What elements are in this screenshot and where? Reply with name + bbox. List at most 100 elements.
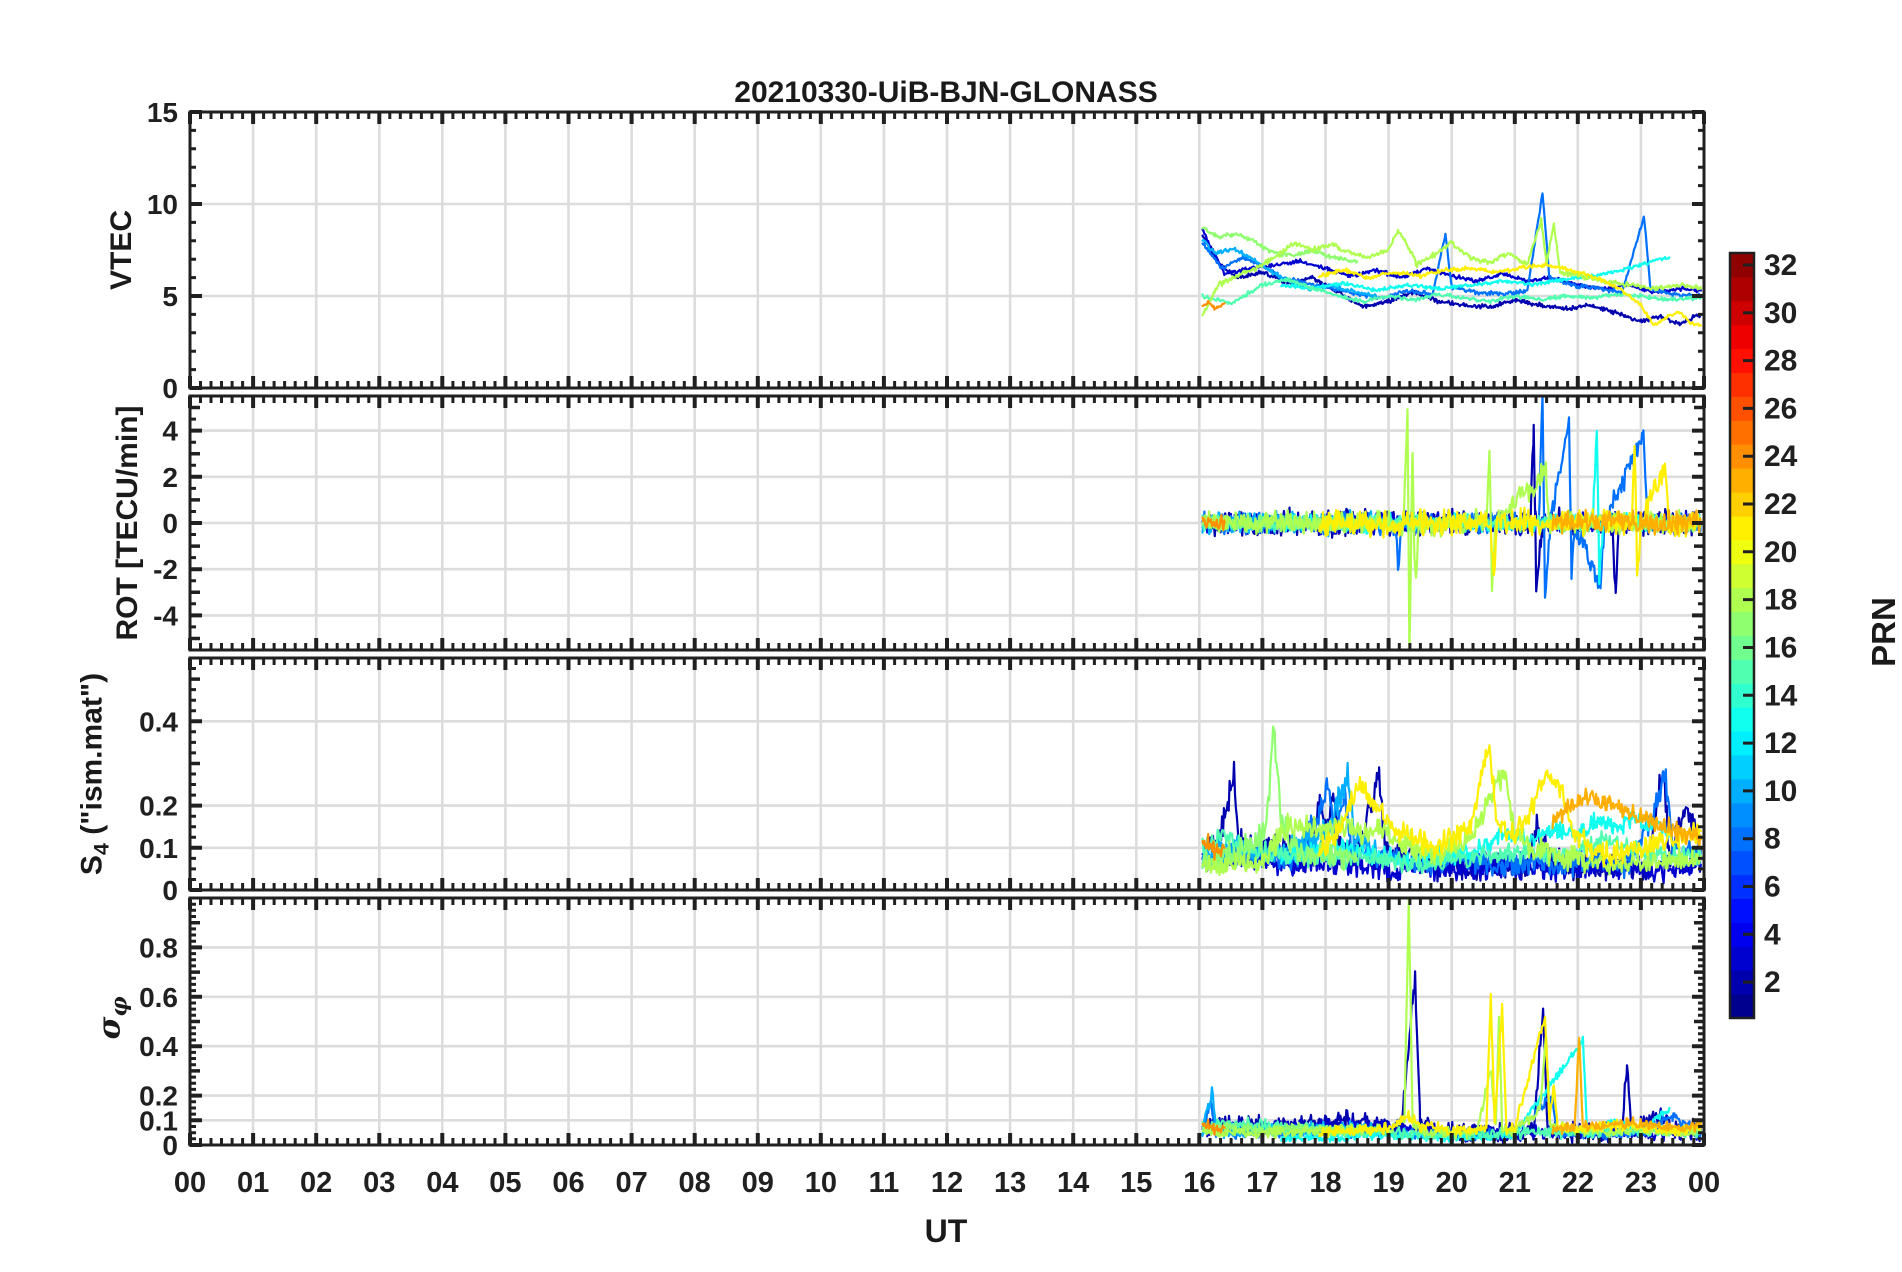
x-tick-label: 19 <box>1372 1167 1404 1199</box>
series-prn-24-panel-2 <box>1201 513 1226 532</box>
minor-ticks-panel-3 <box>190 656 1704 890</box>
y-tick-label-panel-3: 0.1 <box>139 833 178 864</box>
series-prn-3-panel-1 <box>1201 228 1702 295</box>
colorbar-segment <box>1730 898 1754 923</box>
y-tick-label-panel-1: 5 <box>162 281 178 312</box>
y-tick-label-panel-4: 0.2 <box>139 1081 178 1112</box>
colorbar-tick-label: 2 <box>1764 966 1781 999</box>
series-prn-18-panel-1 <box>1201 216 1702 317</box>
x-tick-label: 05 <box>489 1167 521 1199</box>
x-tick-label: 08 <box>679 1167 711 1199</box>
grid-panel-1 <box>190 112 1704 388</box>
colorbar-tick-label: 24 <box>1764 440 1798 473</box>
x-tick-label: 04 <box>426 1167 458 1199</box>
series-prn-24-panel-4 <box>1201 1118 1226 1136</box>
y-tick-label-panel-4: 0.6 <box>139 982 178 1013</box>
x-tick-label: 03 <box>363 1167 395 1199</box>
x-tick-label: 16 <box>1183 1167 1215 1199</box>
phi-subscript: φ <box>106 996 133 1017</box>
major-ticks-panel-2 <box>188 396 1706 650</box>
x-tick-label: 00 <box>1688 1167 1720 1199</box>
x-tick-label: 09 <box>742 1167 774 1199</box>
colorbar-segment <box>1730 659 1754 684</box>
y-axis-label-vtec: VTEC <box>105 209 138 291</box>
colorbar-tick-label: 30 <box>1764 297 1797 330</box>
series-group-panel-4 <box>1201 898 1702 1145</box>
x-tick-label: 00 <box>174 1167 206 1199</box>
s4-symbol: S <box>75 855 109 876</box>
series-prn-15-panel-1 <box>1201 277 1702 306</box>
s4-source-text: ("ism.mat") <box>75 672 109 844</box>
series-prn-21-panel-4 <box>1318 992 1702 1139</box>
y-tick-label-panel-4: 0 <box>162 1130 178 1161</box>
series-prn-13-panel-1 <box>1280 255 1671 293</box>
colorbar-segment <box>1730 994 1754 1019</box>
colorbar-segment <box>1730 563 1754 589</box>
colorbar-tick-label: 28 <box>1764 345 1797 378</box>
sigma-symbol: σ <box>91 1016 128 1040</box>
y-tick-label-panel-1: 10 <box>147 189 178 220</box>
medium-ticks-panel-3 <box>190 677 1704 766</box>
minor-ticks-panel-1 <box>190 112 1704 388</box>
colorbar-tick-label: 20 <box>1764 536 1797 569</box>
x-tick-label: 01 <box>237 1167 269 1199</box>
colorbar-tick-label: 14 <box>1764 679 1798 712</box>
colorbar-segment <box>1730 324 1754 350</box>
medium-ticks-panel-4 <box>190 920 1704 1073</box>
s4-subscript: 4 <box>88 843 114 856</box>
x-tick-label: 14 <box>1057 1167 1089 1199</box>
series-prn-13-panel-3 <box>1280 811 1671 870</box>
colorbar-segment <box>1730 276 1754 302</box>
y-tick-label-panel-4: 0.1 <box>139 1105 178 1136</box>
x-tick-label: 17 <box>1246 1167 1278 1199</box>
x-tick-label: 07 <box>615 1167 647 1199</box>
y-tick-label-panel-3: 0.2 <box>139 791 178 822</box>
series-prn-23-panel-4 <box>1551 1036 1702 1136</box>
y-tick-label-panel-1: 0 <box>162 373 178 404</box>
colorbar-segment <box>1730 372 1754 397</box>
y-tick-label-panel-4: 0.8 <box>139 932 178 963</box>
x-tick-label: 20 <box>1436 1167 1468 1199</box>
y-axis-label-sigma-phi: σφ <box>91 996 132 1039</box>
series-group-panel-1 <box>1201 192 1702 327</box>
medium-ticks-panel-2 <box>190 405 1704 641</box>
x-tick-label: 22 <box>1562 1167 1594 1199</box>
y-axis-label-s4: S4 ("ism.mat") <box>76 673 115 875</box>
colorbar-segment <box>1730 946 1754 971</box>
y-tick-label-panel-3: 0 <box>162 875 178 906</box>
minor-ticks-panel-4 <box>190 896 1704 1145</box>
series-prn-21-panel-1 <box>1318 262 1702 327</box>
colorbar-border <box>1728 251 1756 1020</box>
colorbar-segment <box>1730 707 1754 732</box>
x-axis-label: UT <box>924 1213 968 1249</box>
series-prn-13-panel-2 <box>1280 429 1671 586</box>
colorbar-tick-label: 22 <box>1764 488 1797 521</box>
colorbar-tick-label: 10 <box>1764 775 1797 808</box>
x-tick-label: 13 <box>994 1167 1026 1199</box>
chart-title: 20210330-UiB-BJN-GLONASS <box>734 76 1158 109</box>
series-group-panel-3 <box>1201 725 1702 885</box>
x-tick-label: 10 <box>805 1167 837 1199</box>
series-prn-21-panel-2 <box>1318 444 1702 577</box>
grid-panel-3 <box>190 658 1704 890</box>
colorbar-tick-label: 12 <box>1764 727 1797 760</box>
y-tick-label-panel-3: 0.4 <box>139 706 178 737</box>
y-tick-label-panel-2: 0 <box>162 508 178 539</box>
series-prn-21-panel-3 <box>1318 744 1702 868</box>
y-tick-label-panel-1: 15 <box>147 97 178 128</box>
x-tick-label: 23 <box>1625 1167 1657 1199</box>
colorbar-tick-label: 32 <box>1764 249 1797 282</box>
series-prn-24-panel-3 <box>1201 833 1226 861</box>
colorbar-segment <box>1730 420 1754 445</box>
grid-panel-4 <box>190 898 1704 1145</box>
colorbar-tick-label: 6 <box>1764 871 1781 904</box>
colorbar-label: PRN <box>1865 597 1902 667</box>
colorbar-tick-label: 26 <box>1764 392 1797 425</box>
colorbar-segment <box>1730 611 1754 636</box>
series-prn-24-panel-1 <box>1201 299 1226 311</box>
series-prn-23-panel-3 <box>1551 787 1702 849</box>
minor-ticks-panel-2 <box>190 394 1704 652</box>
